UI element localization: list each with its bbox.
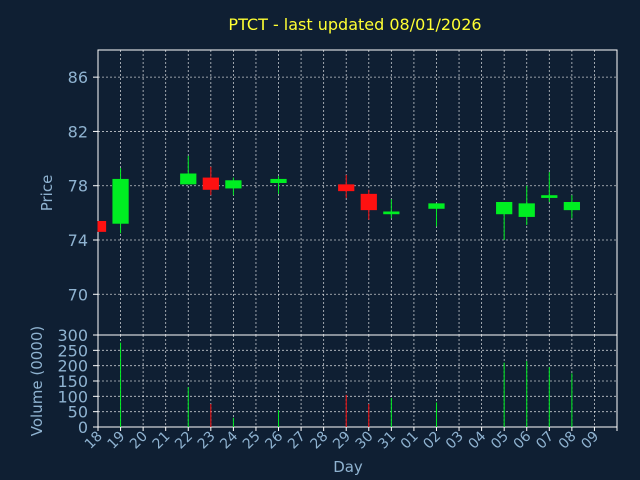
volume-tick-label: 200 xyxy=(57,357,88,376)
day-tick-label: 19 xyxy=(104,429,128,453)
candle-body xyxy=(428,203,445,209)
price-tick-label: 78 xyxy=(68,177,88,196)
day-tick-label: 26 xyxy=(262,428,286,452)
candle-body xyxy=(383,211,400,215)
volume-tick-label: 150 xyxy=(57,372,88,391)
candle-body xyxy=(202,177,219,190)
candle-body xyxy=(518,203,535,217)
day-tick-label: 24 xyxy=(217,428,241,452)
candle-body xyxy=(360,193,377,211)
day-tick-label: 09 xyxy=(578,429,602,453)
day-tick-label: 07 xyxy=(533,429,557,453)
volume-axis-label: Volume (0000) xyxy=(28,326,46,436)
day-tick-label: 05 xyxy=(488,429,512,453)
day-tick-label: 30 xyxy=(353,429,377,453)
day-tick-label: 28 xyxy=(308,429,332,453)
candle-body xyxy=(98,221,107,232)
day-tick-label: 29 xyxy=(330,429,354,453)
price-axis-label: Price xyxy=(38,175,56,212)
day-tick-label: 03 xyxy=(443,429,467,453)
price-panel: 70 74 78 82 86 xyxy=(68,49,618,336)
volume-tick-label: 100 xyxy=(57,387,88,406)
volume-tick-label: 50 xyxy=(68,403,88,422)
day-tick-label: 08 xyxy=(556,429,580,453)
day-tick-label: 21 xyxy=(150,429,174,453)
day-axis-label: Day xyxy=(333,458,363,476)
day-tick-label: 27 xyxy=(285,429,309,453)
candle-body xyxy=(225,180,242,189)
day-tick-label: 20 xyxy=(127,429,151,453)
candle-body xyxy=(338,184,355,192)
volume-tick-label: 250 xyxy=(57,341,88,360)
day-tick-label: 06 xyxy=(511,428,535,452)
day-tick-label: 25 xyxy=(240,429,264,453)
candle-body xyxy=(180,173,197,185)
day-tick-label: 04 xyxy=(466,428,490,452)
day-tick-label: 22 xyxy=(172,429,196,453)
candle-body xyxy=(112,178,129,224)
price-tick-label: 70 xyxy=(68,285,88,304)
day-tick-label: 01 xyxy=(398,429,422,453)
day-tick-label: 02 xyxy=(420,429,444,453)
day-tick-label: 23 xyxy=(195,429,219,453)
price-tick-label: 82 xyxy=(68,122,88,141)
candle-body xyxy=(496,202,513,215)
volume-panel: 1819202122232425262728293031010203040506… xyxy=(57,326,618,453)
volume-tick-label: 0 xyxy=(78,418,88,437)
candle-body xyxy=(563,202,580,211)
price-tick-label: 74 xyxy=(68,231,88,250)
day-tick-label: 31 xyxy=(375,429,399,453)
price-tick-label: 86 xyxy=(68,68,88,87)
volume-tick-label: 300 xyxy=(57,326,88,345)
candle-body xyxy=(541,195,558,198)
price-plot-frame xyxy=(97,49,618,336)
candle-body xyxy=(270,178,287,183)
chart-title: PTCT - last updated 08/01/2026 xyxy=(228,15,481,34)
